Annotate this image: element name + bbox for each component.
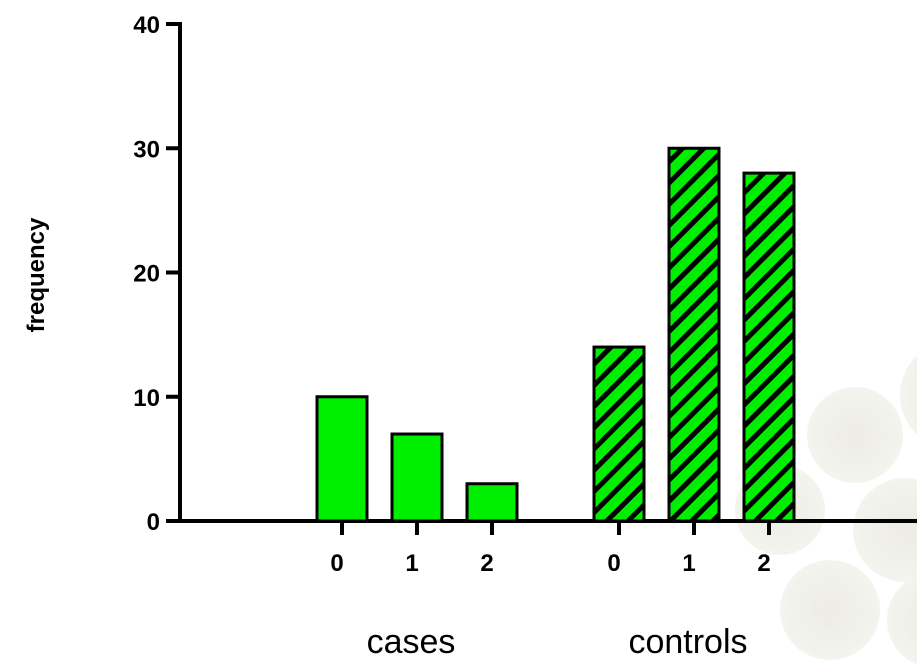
y-tick-label: 40 — [133, 12, 160, 39]
group-label-cases: cases — [367, 623, 456, 661]
axes — [166, 22, 917, 535]
y-tick-label: 30 — [133, 136, 160, 163]
group-label-controls: controls — [628, 623, 747, 661]
x-tick-label: 1 — [405, 550, 418, 577]
x-tick-label: 1 — [682, 550, 695, 577]
labels: 0 10 20 30 40 0 1 2 cases 0 1 2 controls — [133, 12, 770, 661]
x-tick-label: 2 — [480, 550, 493, 577]
bars — [315, 146, 796, 523]
y-tick-label: 0 — [147, 509, 160, 536]
y-axis-label: frequency — [23, 217, 50, 332]
bar-cases-2 — [465, 482, 519, 523]
bar-cases-1 — [390, 432, 444, 523]
x-tick-label: 0 — [330, 550, 343, 577]
y-tick-label: 10 — [133, 385, 160, 412]
bar-controls-1 — [667, 146, 721, 523]
x-tick-label: 0 — [607, 550, 620, 577]
bar-cases-0 — [315, 395, 369, 523]
x-tick-label: 2 — [757, 550, 770, 577]
bar-controls-0 — [592, 345, 646, 523]
y-tick-label: 20 — [133, 261, 160, 288]
bar-controls-2 — [742, 171, 796, 523]
